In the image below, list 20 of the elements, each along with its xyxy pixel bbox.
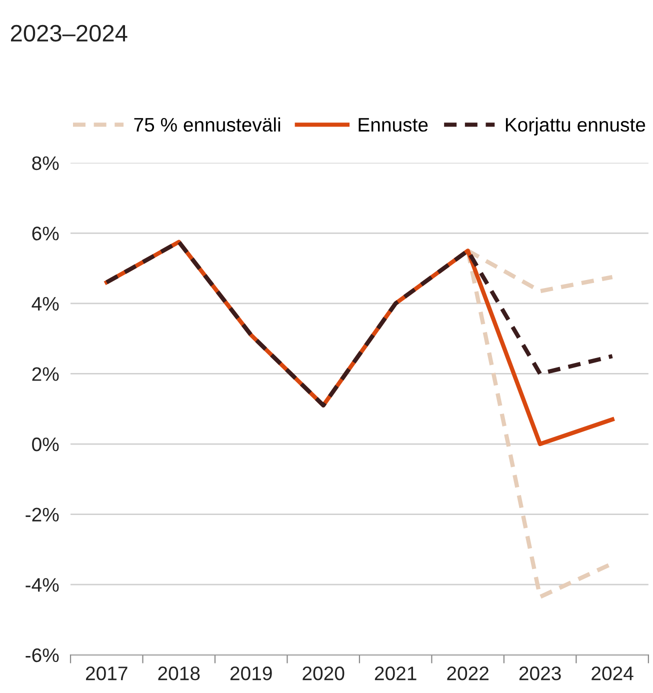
x-tick-label: 2023 <box>519 666 561 680</box>
y-tick-label: -4% <box>26 578 59 592</box>
x-tick-label: 2022 <box>447 666 488 680</box>
y-tick-label: -6% <box>26 648 59 662</box>
y-tick-label: 2% <box>32 367 59 381</box>
x-tick-label: 2024 <box>592 666 634 680</box>
x-tick-label: 2020 <box>302 666 344 680</box>
x-tick-label: 2017 <box>86 666 128 680</box>
y-tick-label: 0% <box>32 437 59 452</box>
legend-label: 75 % ennusteväli <box>134 117 280 132</box>
legend-label: Korjattu ennuste <box>506 117 646 136</box>
x-tick-label: 2021 <box>374 666 416 680</box>
legend-label: Ennuste <box>358 118 428 132</box>
y-tick-label: 6% <box>32 226 59 240</box>
x-tick-label: 2019 <box>230 666 272 680</box>
x-tick-label: 2018 <box>158 666 200 680</box>
y-tick-label: 8% <box>32 156 59 170</box>
chart-title: 2023–2024 <box>10 24 128 42</box>
y-tick-label: -2% <box>26 508 59 522</box>
y-tick-label: 4% <box>32 296 59 311</box>
